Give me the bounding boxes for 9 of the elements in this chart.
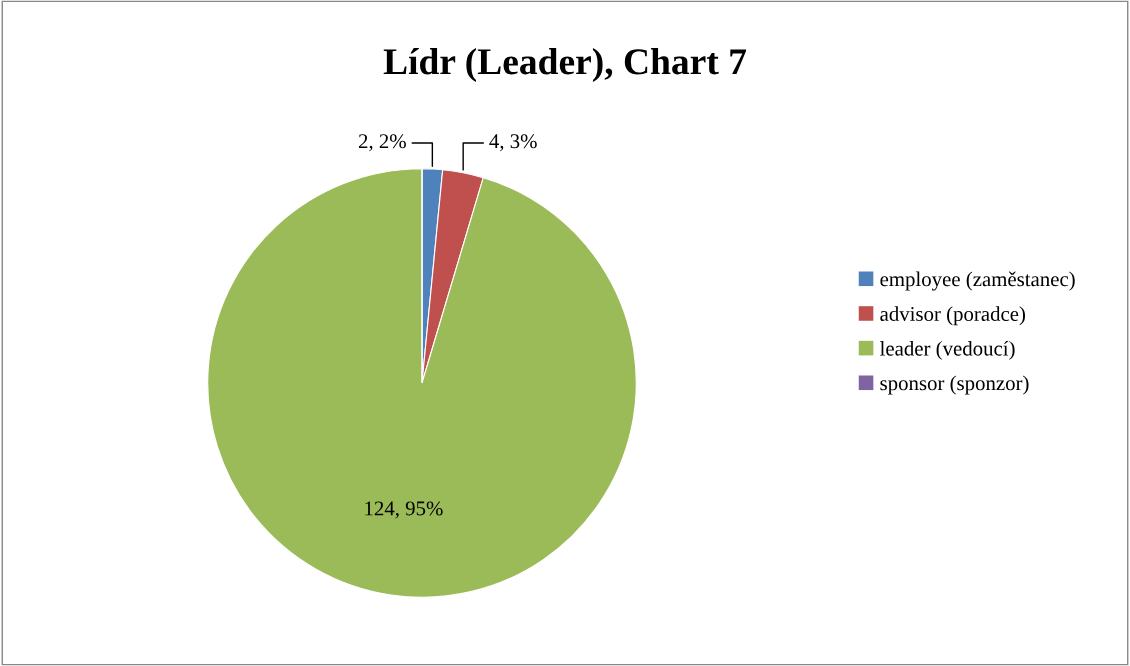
- legend-label: employee (zaměstanec): [880, 271, 1075, 291]
- legend-label: advisor (poradce): [880, 306, 1026, 326]
- legend-label: sponsor (sponzor): [880, 375, 1029, 395]
- pie-slice: [207, 168, 637, 598]
- data-label: 2, 2%: [358, 134, 406, 152]
- legend-label: leader (vedoucí): [880, 340, 1015, 360]
- data-label: 4, 3%: [489, 134, 537, 152]
- chart-title: Lídr (Leader), Chart 7: [383, 47, 747, 83]
- data-label: 124, 95%: [365, 501, 443, 519]
